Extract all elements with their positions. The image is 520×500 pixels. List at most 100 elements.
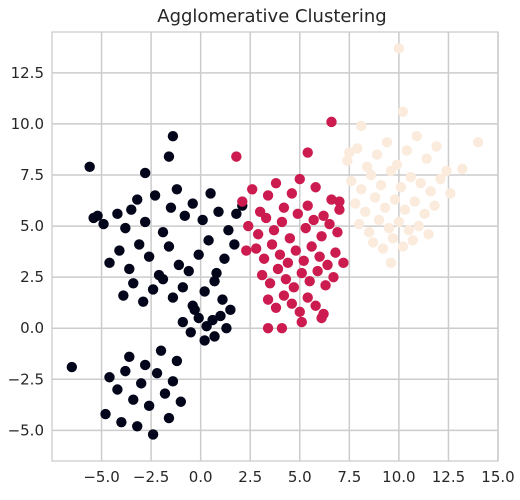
scatter-point [124, 263, 135, 275]
scatter-point [395, 182, 407, 193]
scatter-point [270, 302, 282, 313]
scatter-point [134, 239, 145, 250]
scatter-point [421, 153, 432, 164]
x-tick-label: 12.5 [432, 468, 465, 486]
scatter-point [320, 280, 331, 291]
scatter-point [435, 173, 446, 185]
scatter-point [399, 204, 411, 215]
scatter-point [266, 239, 278, 250]
scatter-point [193, 312, 204, 324]
scatter-point [252, 229, 264, 240]
scatter-point [365, 169, 377, 181]
scatter-point [363, 227, 375, 238]
scatter-point [92, 210, 103, 222]
scatter-point [393, 216, 405, 228]
scatter-point [413, 220, 424, 232]
y-tick-label: −2.5 [8, 370, 44, 388]
x-tick-label: 0.0 [189, 468, 213, 486]
scatter-point [209, 331, 220, 342]
scatter-point [209, 276, 220, 287]
scatter-point [128, 394, 139, 405]
scatter-point [286, 188, 298, 199]
x-tick-label: 7.5 [337, 468, 361, 486]
scatter-point [296, 316, 307, 328]
scatter-point [284, 233, 296, 244]
scatter-point [215, 310, 226, 322]
scatter-point [312, 265, 323, 277]
scatter-point [383, 222, 395, 234]
points-layer [66, 43, 484, 440]
scatter-point [211, 267, 222, 279]
plot-frame [51, 31, 499, 462]
scatter-point [324, 218, 335, 230]
x-tick-label: 2.5 [238, 468, 262, 486]
scatter-point [472, 137, 484, 148]
scatter-point [393, 43, 405, 54]
scatter-point [163, 151, 175, 162]
scatter-point [354, 218, 365, 230]
scatter-point [367, 237, 379, 248]
scatter-point [155, 345, 167, 356]
scatter-point [163, 241, 175, 252]
scatter-point [118, 290, 129, 301]
scatter-point [338, 257, 349, 269]
scatter-point [139, 359, 151, 371]
scatter-point [262, 323, 274, 334]
scatter-point [377, 243, 389, 254]
scatter-point [132, 421, 143, 432]
scatter-point [342, 155, 353, 166]
scatter-point [157, 273, 169, 285]
scatter-point [381, 137, 393, 148]
scatter-point [278, 202, 290, 213]
chart-title: Agglomerative Clustering [157, 6, 386, 27]
scatter-point [136, 378, 147, 389]
x-axis-ticks: −5.0 −2.5 0.0 2.5 5.0 7.5 10.0 12.5 15.0 [83, 468, 514, 486]
scatter-point [387, 233, 399, 244]
scatter-point [425, 186, 436, 197]
scatter-point [171, 184, 183, 195]
scatter-point [286, 298, 298, 309]
scatter-point [147, 284, 159, 295]
scatter-point [322, 259, 333, 271]
scatter-point [352, 143, 363, 154]
scatter-point [132, 194, 143, 205]
scatter-point [104, 257, 115, 269]
scatter-point [385, 165, 397, 177]
scatter-point [197, 214, 208, 226]
scatter-point [262, 190, 274, 201]
scatter-point [302, 147, 313, 158]
y-tick-label: 2.5 [20, 268, 44, 286]
scatter-point [205, 188, 216, 199]
scatter-point [199, 335, 210, 346]
scatter-point [221, 323, 232, 334]
scatter-point [173, 259, 185, 271]
scatter-point [199, 286, 210, 297]
scatter-point [350, 198, 361, 209]
scatter-point [302, 292, 313, 303]
scatter-point [403, 224, 414, 236]
scatter-point [316, 312, 327, 324]
scatter-point [270, 177, 282, 189]
scatter-point [397, 241, 409, 252]
scatter-point [407, 235, 418, 246]
scatter-point [171, 355, 183, 367]
scatter-point [411, 130, 422, 142]
scatter-point [250, 243, 262, 254]
scatter-point [296, 267, 307, 279]
x-tick-label: 5.0 [288, 468, 312, 486]
scatter-point [193, 249, 204, 260]
cluster-1-series [231, 116, 349, 334]
scatter-point [288, 282, 300, 293]
cluster-2-series [342, 43, 484, 269]
scatter-point [278, 290, 290, 301]
scatter-point [306, 241, 317, 252]
scatter-point [276, 323, 288, 334]
scatter-point [167, 292, 179, 303]
scatter-point [84, 161, 95, 173]
scatter-point [187, 198, 198, 209]
scatter-point [310, 182, 321, 193]
scatter-point [116, 416, 127, 428]
scatter-point [308, 214, 319, 226]
scatter-point [223, 224, 234, 236]
scatter-point [316, 231, 327, 242]
